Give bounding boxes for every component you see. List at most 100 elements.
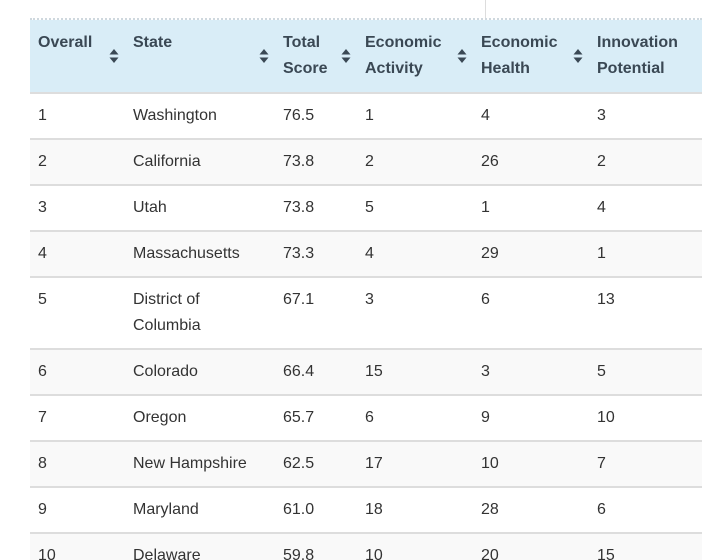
header-label: Economic Activity bbox=[365, 34, 442, 77]
table-cell: District of Columbia bbox=[125, 276, 275, 349]
table-cell: 66.4 bbox=[275, 348, 357, 395]
table-cell: 1 bbox=[357, 92, 473, 139]
table-cell: Utah bbox=[125, 184, 275, 231]
table-row: 9 Maryland 61.0 18 28 6 bbox=[30, 486, 702, 533]
sort-up bbox=[573, 49, 583, 55]
sort-up bbox=[109, 49, 119, 55]
table-cell: 13 bbox=[589, 276, 702, 349]
table-body: 1 Washington 76.5 1 4 3 2 California 73.8 2 26 2 3 Ut… bbox=[30, 92, 702, 560]
header-label: Innovation Potential bbox=[597, 34, 678, 77]
sort-down bbox=[573, 57, 583, 63]
table-cell: New Hampshire bbox=[125, 440, 275, 487]
table-cell: 10 bbox=[589, 394, 702, 441]
sort-icon[interactable] bbox=[259, 48, 269, 64]
table-row: 6 Colorado 66.4 15 3 5 bbox=[30, 348, 702, 395]
table-cell: 29 bbox=[473, 230, 589, 277]
column-header[interactable]: Innovation Potential bbox=[589, 20, 702, 93]
table-cell: Maryland bbox=[125, 486, 275, 533]
table-row: 4 Massachusetts 73.3 4 29 1 bbox=[30, 230, 702, 277]
table-cell: 3 bbox=[589, 92, 702, 139]
sort-down bbox=[341, 57, 351, 63]
table-cell: 2 bbox=[30, 138, 125, 185]
table-cell: 17 bbox=[357, 440, 473, 487]
table-cell: 10 bbox=[30, 532, 125, 560]
sort-up bbox=[457, 49, 467, 55]
sort-icon[interactable] bbox=[457, 48, 467, 64]
table-cell: 5 bbox=[30, 276, 125, 349]
table-cell: 73.8 bbox=[275, 184, 357, 231]
sort-icon[interactable] bbox=[109, 48, 119, 64]
table-cell: 26 bbox=[473, 138, 589, 185]
table-cell: 67.1 bbox=[275, 276, 357, 349]
table-cell: Oregon bbox=[125, 394, 275, 441]
table-cell: 65.7 bbox=[275, 394, 357, 441]
table-cell: 3 bbox=[357, 276, 473, 349]
table-cell: 59.8 bbox=[275, 532, 357, 560]
table-row: 2 California 73.8 2 26 2 bbox=[30, 138, 702, 185]
table-cell: 3 bbox=[30, 184, 125, 231]
header-label: Economic Health bbox=[481, 34, 558, 77]
table-cell: 4 bbox=[589, 184, 702, 231]
table-cell: Washington bbox=[125, 92, 275, 139]
table-cell: 6 bbox=[30, 348, 125, 395]
table-cell: 15 bbox=[589, 532, 702, 560]
table-cell: 4 bbox=[30, 230, 125, 277]
table-cell: 2 bbox=[589, 138, 702, 185]
sort-up bbox=[341, 49, 351, 55]
table-cell: 9 bbox=[473, 394, 589, 441]
sort-up bbox=[259, 49, 269, 55]
table-cell: 28 bbox=[473, 486, 589, 533]
table-row: 5 District of Columbia 67.1 3 6 13 bbox=[30, 276, 702, 349]
table-cell: 62.5 bbox=[275, 440, 357, 487]
table-cell: 3 bbox=[473, 348, 589, 395]
column-header[interactable]: Overall bbox=[30, 20, 125, 93]
table-cell: 1 bbox=[30, 92, 125, 139]
sort-icon[interactable] bbox=[573, 48, 583, 64]
table-cell: 6 bbox=[473, 276, 589, 349]
column-header[interactable]: State bbox=[125, 20, 275, 93]
table-cell: Massachusetts bbox=[125, 230, 275, 277]
table-cell: 10 bbox=[473, 440, 589, 487]
table-cell: 5 bbox=[589, 348, 702, 395]
table-cell: 1 bbox=[473, 184, 589, 231]
column-header[interactable]: Economic Activity bbox=[357, 20, 473, 93]
table-cell: 7 bbox=[30, 394, 125, 441]
table-cell: California bbox=[125, 138, 275, 185]
sort-icon[interactable] bbox=[341, 48, 351, 64]
table-cell: Colorado bbox=[125, 348, 275, 395]
sort-down bbox=[259, 57, 269, 63]
table-row: 7 Oregon 65.7 6 9 10 bbox=[30, 394, 702, 441]
header-label: Overall bbox=[38, 34, 93, 51]
table-cell: 73.3 bbox=[275, 230, 357, 277]
table-row: 3 Utah 73.8 5 1 4 bbox=[30, 184, 702, 231]
table-cell: 1 bbox=[589, 230, 702, 277]
table-cell: 6 bbox=[357, 394, 473, 441]
table-cell: 61.0 bbox=[275, 486, 357, 533]
table-cell: 10 bbox=[357, 532, 473, 560]
table-cell: 73.8 bbox=[275, 138, 357, 185]
column-header[interactable]: Total Score bbox=[275, 20, 357, 93]
header-label: State bbox=[133, 34, 173, 51]
table-row: 1 Washington 76.5 1 4 3 bbox=[30, 92, 702, 139]
table-cell: 5 bbox=[357, 184, 473, 231]
table-cell: 18 bbox=[357, 486, 473, 533]
sort-down bbox=[457, 57, 467, 63]
top-border bbox=[30, 18, 702, 20]
sort-down bbox=[109, 57, 119, 63]
header-label: Total Score bbox=[283, 34, 328, 77]
divider bbox=[485, 0, 486, 18]
header-row: Overall State Total Score Economic Activity… bbox=[30, 20, 702, 93]
table-cell: 9 bbox=[30, 486, 125, 533]
table-cell: Delaware bbox=[125, 532, 275, 560]
table-cell: 15 bbox=[357, 348, 473, 395]
table-cell: 20 bbox=[473, 532, 589, 560]
table-row: 10 Delaware 59.8 10 20 15 bbox=[30, 532, 702, 560]
rankings-table: Overall State Total Score Economic Activity… bbox=[30, 20, 702, 560]
table-row: 8 New Hampshire 62.5 17 10 7 bbox=[30, 440, 702, 487]
table-cell: 4 bbox=[473, 92, 589, 139]
column-header[interactable]: Economic Health bbox=[473, 20, 589, 93]
table-cell: 7 bbox=[589, 440, 702, 487]
table-cell: 8 bbox=[30, 440, 125, 487]
table-cell: 4 bbox=[357, 230, 473, 277]
